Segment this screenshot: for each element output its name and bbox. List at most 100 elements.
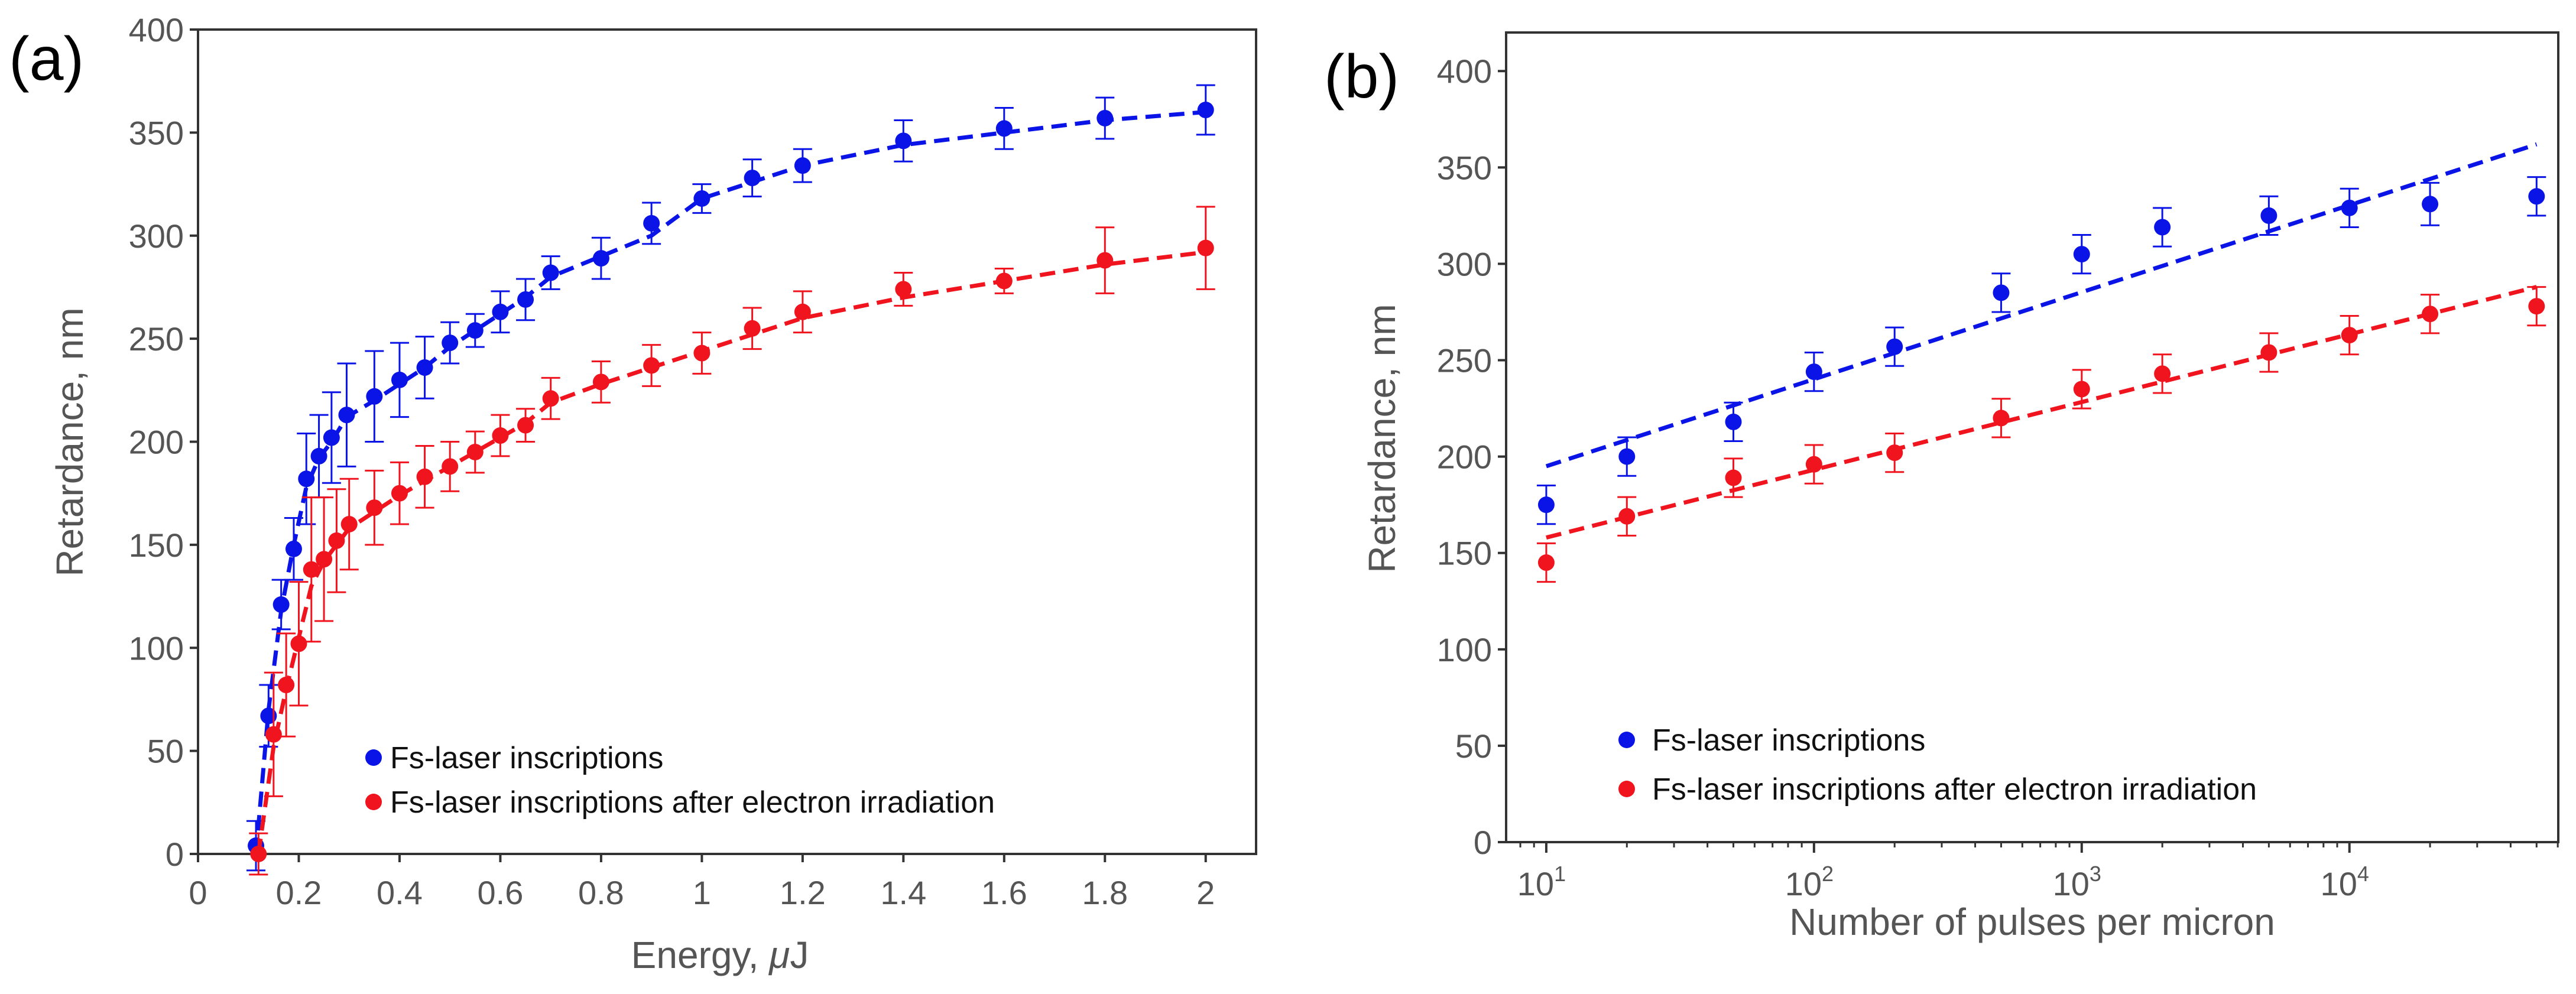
x-tick-label: 104 (2321, 862, 2369, 902)
panel-b: (b) 0 50 100 150 200 250 300 350 400 101 102 103 104… (1324, 31, 2559, 943)
data-point (693, 190, 710, 207)
panel-a-y-axis-label: Retardance, nm (48, 307, 91, 576)
panel-b-axis-ticks: 0 50 100 150 200 250 300 350 400 101 102 103 104 (1437, 53, 2559, 902)
panel-b-legend-label-1: Fs-laser inscriptions (1652, 723, 1925, 758)
data-point (1096, 252, 1114, 269)
data-point (2154, 219, 2171, 236)
data-point (338, 407, 355, 424)
y-tick-label: 200 (129, 424, 184, 461)
data-point (517, 291, 534, 308)
data-point (310, 447, 327, 464)
data-point (995, 272, 1013, 290)
y-tick-label: 150 (1437, 535, 1492, 572)
x-tick-label: 2 (1196, 874, 1215, 911)
x-tick-label: 0.6 (477, 874, 523, 911)
data-point (290, 635, 307, 652)
series-group (246, 84, 1215, 872)
panel-a-legend: Fs-laser inscriptions Fs-laser inscripti… (365, 741, 995, 820)
data-point (416, 468, 433, 485)
x-tick-label: 1.4 (880, 874, 926, 911)
data-point (442, 334, 459, 352)
panel-a-series (246, 84, 1215, 876)
panel-b-legend: Fs-laser inscriptions Fs-laser inscripti… (1618, 723, 2257, 807)
panel-b-plot-frame (1505, 31, 2559, 843)
data-point (340, 516, 358, 532)
data-point (2260, 344, 2277, 361)
data-point (366, 499, 383, 517)
data-point (285, 540, 302, 557)
data-point (1618, 508, 1636, 525)
series-group (1536, 285, 2546, 583)
panel-b-label: (b) (1324, 43, 1399, 111)
data-point (1096, 109, 1114, 126)
y-tick-label: 150 (129, 527, 184, 564)
legend-marker-blue (365, 749, 382, 766)
data-point (542, 390, 559, 407)
y-tick-label: 0 (166, 836, 184, 873)
panel-a-legend-label-1: Fs-laser inscriptions (390, 741, 663, 775)
data-point (2422, 306, 2439, 323)
x-tick-label: 0.8 (578, 874, 624, 911)
y-tick-label: 50 (147, 733, 184, 770)
data-point (2528, 188, 2545, 205)
panel-a-label: (a) (9, 25, 84, 93)
y-tick-label: 200 (1437, 438, 1492, 476)
data-point (260, 707, 277, 725)
data-point (1725, 413, 1742, 430)
data-point (1993, 284, 2010, 301)
data-point (366, 388, 383, 405)
panel-a-x-axis-label: Energy, μJ (631, 934, 809, 976)
data-point (895, 132, 912, 150)
y-tick-label: 400 (1437, 53, 1492, 90)
panel-a-legend-label-2: Fs-laser inscriptions after electron irr… (390, 785, 995, 820)
y-tick-label: 350 (129, 114, 184, 151)
data-point (328, 532, 345, 549)
y-tick-label: 300 (1437, 245, 1492, 282)
x-tick-label: 0.2 (276, 874, 322, 911)
data-point (2260, 207, 2277, 224)
y-tick-label: 300 (129, 217, 184, 255)
data-point (2073, 381, 2090, 398)
data-point (1197, 102, 1214, 119)
series-group (249, 206, 1215, 876)
data-point (391, 371, 408, 388)
data-point (744, 320, 761, 337)
legend-marker-red (1618, 781, 1635, 797)
x-tick-label: 1.2 (780, 874, 826, 911)
panel-a: (a) 0 50 100 150 200 250 300 350 400 0 0.2 0.4 0.6 0.… (9, 11, 1257, 976)
data-point (272, 596, 290, 613)
data-point (442, 458, 459, 475)
y-tick-label: 50 (1455, 727, 1492, 765)
data-point (298, 470, 315, 488)
data-point (1725, 469, 1742, 486)
data-point (416, 359, 433, 376)
data-point (265, 726, 282, 743)
fit-line (1545, 142, 2538, 469)
y-tick-label: 350 (1437, 149, 1492, 186)
y-tick-label: 100 (129, 629, 184, 667)
y-tick-label: 250 (129, 320, 184, 358)
data-point (1886, 444, 1903, 462)
panel-b-legend-label-2: Fs-laser inscriptions after electron irr… (1652, 772, 2257, 807)
y-tick-label: 0 (1474, 824, 1492, 861)
panel-b-y-axis-label: Retardance, nm (1361, 304, 1403, 573)
x-tick-label: 1.8 (1082, 874, 1128, 911)
data-point (466, 443, 484, 460)
data-point (492, 427, 509, 444)
data-point (2528, 298, 2545, 315)
legend-marker-blue (1618, 732, 1635, 748)
series-group (1536, 142, 2546, 525)
panel-b-x-axis-label: Number of pulses per micron (1789, 901, 2275, 943)
data-point (592, 250, 609, 267)
panel-a-plot-frame (197, 28, 1257, 855)
data-point (995, 120, 1013, 137)
data-point (303, 561, 320, 578)
y-tick-label: 250 (1437, 342, 1492, 379)
data-point (391, 485, 408, 502)
x-tick-label: 1.6 (981, 874, 1027, 911)
x-tick-label: 0.4 (377, 874, 423, 911)
x-tick-label: 1 (693, 874, 711, 911)
data-point (492, 303, 509, 320)
panel-a-axis-ticks: 0 50 100 150 200 250 300 350 400 0 0.2 0.4 0.6 0.8 1 1.… (129, 11, 1215, 911)
